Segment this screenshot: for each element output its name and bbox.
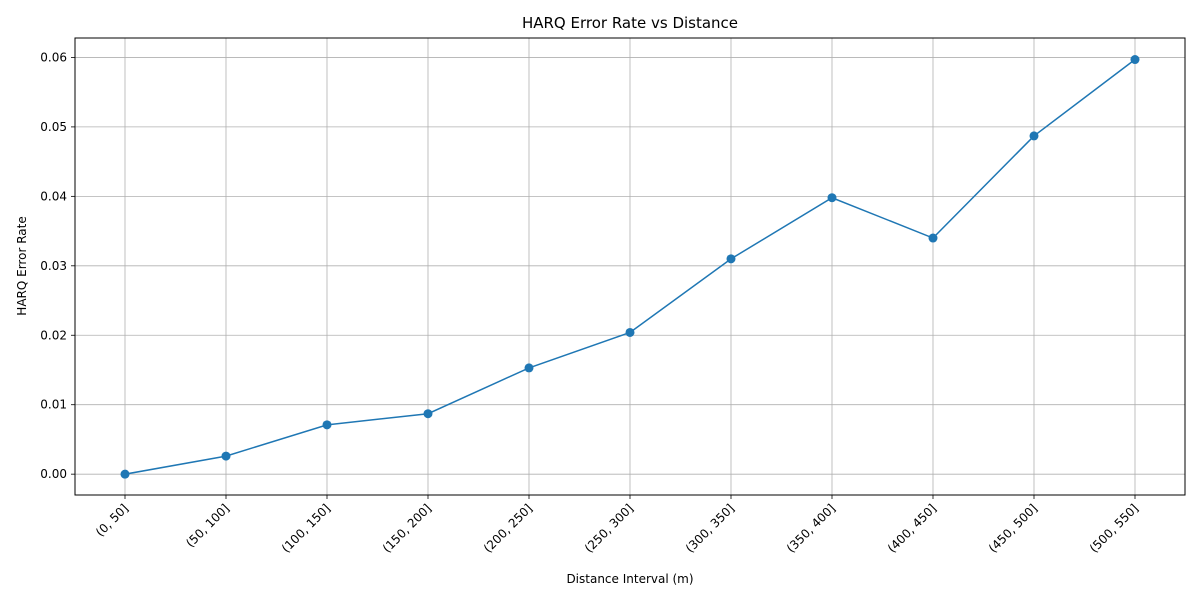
data-point: [827, 193, 837, 203]
y-tick-label: 0.03: [40, 259, 67, 273]
chart-title: HARQ Error Rate vs Distance: [522, 14, 738, 32]
y-tick-label: 0.05: [40, 120, 67, 134]
y-axis-label: HARQ Error Rate: [15, 216, 29, 315]
data-point: [423, 409, 433, 419]
data-point: [221, 451, 231, 461]
x-tick-label: (300, 350]: [683, 501, 737, 555]
x-tick-label: (150, 200]: [380, 501, 434, 555]
y-tick-label: 0.06: [40, 50, 67, 64]
y-tick-label: 0.04: [40, 189, 67, 203]
x-tick-label: (350, 400]: [784, 501, 838, 555]
x-tick-label: (100, 150]: [279, 501, 333, 555]
y-tick-label: 0.00: [40, 467, 67, 481]
data-point: [726, 254, 736, 264]
x-axis-label: Distance Interval (m): [566, 572, 693, 586]
data-point: [322, 420, 332, 430]
data-point: [524, 363, 534, 373]
x-tick-label: (0, 50]: [93, 501, 131, 539]
series-layer: [120, 55, 1140, 479]
x-tick-label: (250, 300]: [582, 501, 636, 555]
data-point: [1029, 131, 1039, 141]
x-tick-label: (450, 500]: [986, 501, 1040, 555]
y-tick-label: 0.01: [40, 398, 67, 412]
grid-layer: [75, 38, 1185, 495]
y-tick-label: 0.02: [40, 328, 67, 342]
data-point: [928, 233, 938, 243]
x-tick-label: (500, 550]: [1087, 501, 1141, 555]
data-point: [120, 469, 130, 479]
y-ticks: 0.00 0.01 0.02 0.03 0.04 0.05 0.06: [40, 50, 75, 481]
x-ticks: (0, 50] (50, 100] (100, 150] (150, 200] (200…: [93, 495, 1141, 556]
x-tick-label: (400, 450]: [885, 501, 939, 555]
data-point: [1130, 55, 1140, 65]
x-tick-label: (200, 250]: [481, 501, 535, 555]
data-point: [625, 327, 635, 337]
x-tick-label: (50, 100]: [183, 501, 232, 550]
